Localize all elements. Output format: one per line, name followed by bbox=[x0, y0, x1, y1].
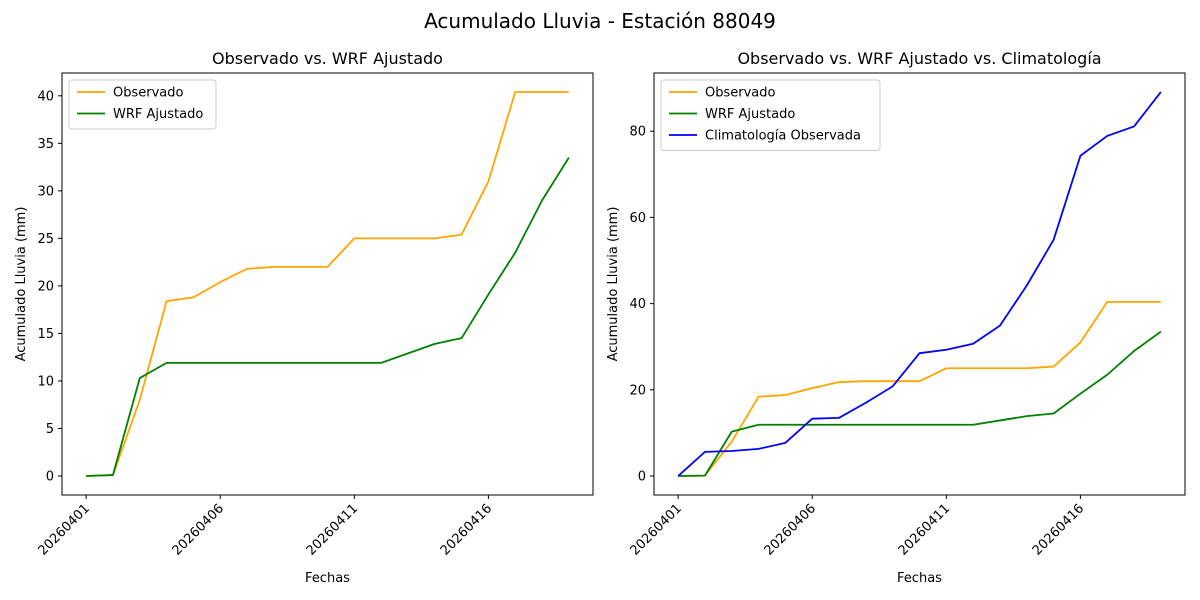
right-ytick-label: 40 bbox=[629, 297, 646, 312]
left-legend-label-1: WRF Ajustado bbox=[113, 107, 203, 122]
left-series-line-1 bbox=[86, 157, 570, 477]
right-ytick-label: 60 bbox=[629, 211, 646, 226]
left-ytick-label: 5 bbox=[46, 422, 54, 437]
left-ytick-label: 10 bbox=[37, 374, 54, 389]
right-legend-box bbox=[660, 79, 881, 151]
right-chart: Observado vs. WRF Ajustado vs. Climatolo… bbox=[606, 49, 1186, 586]
left-chart-title: Observado vs. WRF Ajustado bbox=[212, 49, 443, 68]
right-legend-label-0: Observado bbox=[705, 86, 776, 101]
left-ytick-label: 25 bbox=[37, 232, 54, 247]
left-xtick-label: 20260401 bbox=[36, 501, 93, 558]
right-ytick-label: 80 bbox=[629, 125, 646, 140]
right-ytick-label: 0 bbox=[638, 470, 646, 485]
left-ytick-label: 30 bbox=[37, 184, 54, 199]
left-ytick-label: 35 bbox=[37, 137, 54, 152]
left-xtick-label: 20260406 bbox=[170, 501, 227, 558]
left-series-line-0 bbox=[86, 91, 569, 477]
left-xaxis-label: Fechas bbox=[305, 571, 350, 586]
right-chart-title: Observado vs. WRF Ajustado vs. Climatolo… bbox=[737, 49, 1101, 68]
left-ytick-label: 15 bbox=[37, 327, 54, 342]
right-series-line-2 bbox=[677, 91, 1162, 477]
right-xtick-label: 20260401 bbox=[628, 501, 685, 558]
left-plot-frame bbox=[61, 72, 594, 496]
right-series-line-1 bbox=[678, 330, 1162, 477]
right-legend-label-1: WRF Ajustado bbox=[705, 107, 795, 122]
left-xtick-label: 20260416 bbox=[438, 501, 495, 558]
left-legend-label-0: Observado bbox=[113, 86, 184, 101]
right-series-line-0 bbox=[678, 300, 1161, 477]
left-ytick-label: 20 bbox=[37, 279, 54, 294]
right-plot-frame bbox=[653, 72, 1186, 496]
left-yaxis-label: Acumulado Lluvia (mm) bbox=[14, 207, 29, 362]
right-xtick-label: 20260416 bbox=[1030, 501, 1087, 558]
right-legend-label-2: Climatología Observada bbox=[705, 129, 861, 144]
right-yaxis-label: Acumulado Lluvia (mm) bbox=[606, 207, 621, 362]
left-xtick-label: 20260411 bbox=[304, 501, 361, 558]
right-xaxis-label: Fechas bbox=[897, 571, 942, 586]
figure-title: Acumulado Lluvia - Estación 88049 bbox=[424, 9, 776, 33]
right-xtick-label: 20260406 bbox=[762, 501, 819, 558]
right-ytick-label: 20 bbox=[629, 383, 646, 398]
left-legend-box bbox=[68, 79, 217, 130]
left-ytick-label: 0 bbox=[46, 469, 54, 484]
left-ytick-label: 40 bbox=[37, 89, 54, 104]
right-xtick-label: 20260411 bbox=[896, 501, 953, 558]
left-chart: Observado vs. WRF Ajustado 0 5 10 15 20 25 30 35… bbox=[14, 49, 594, 586]
